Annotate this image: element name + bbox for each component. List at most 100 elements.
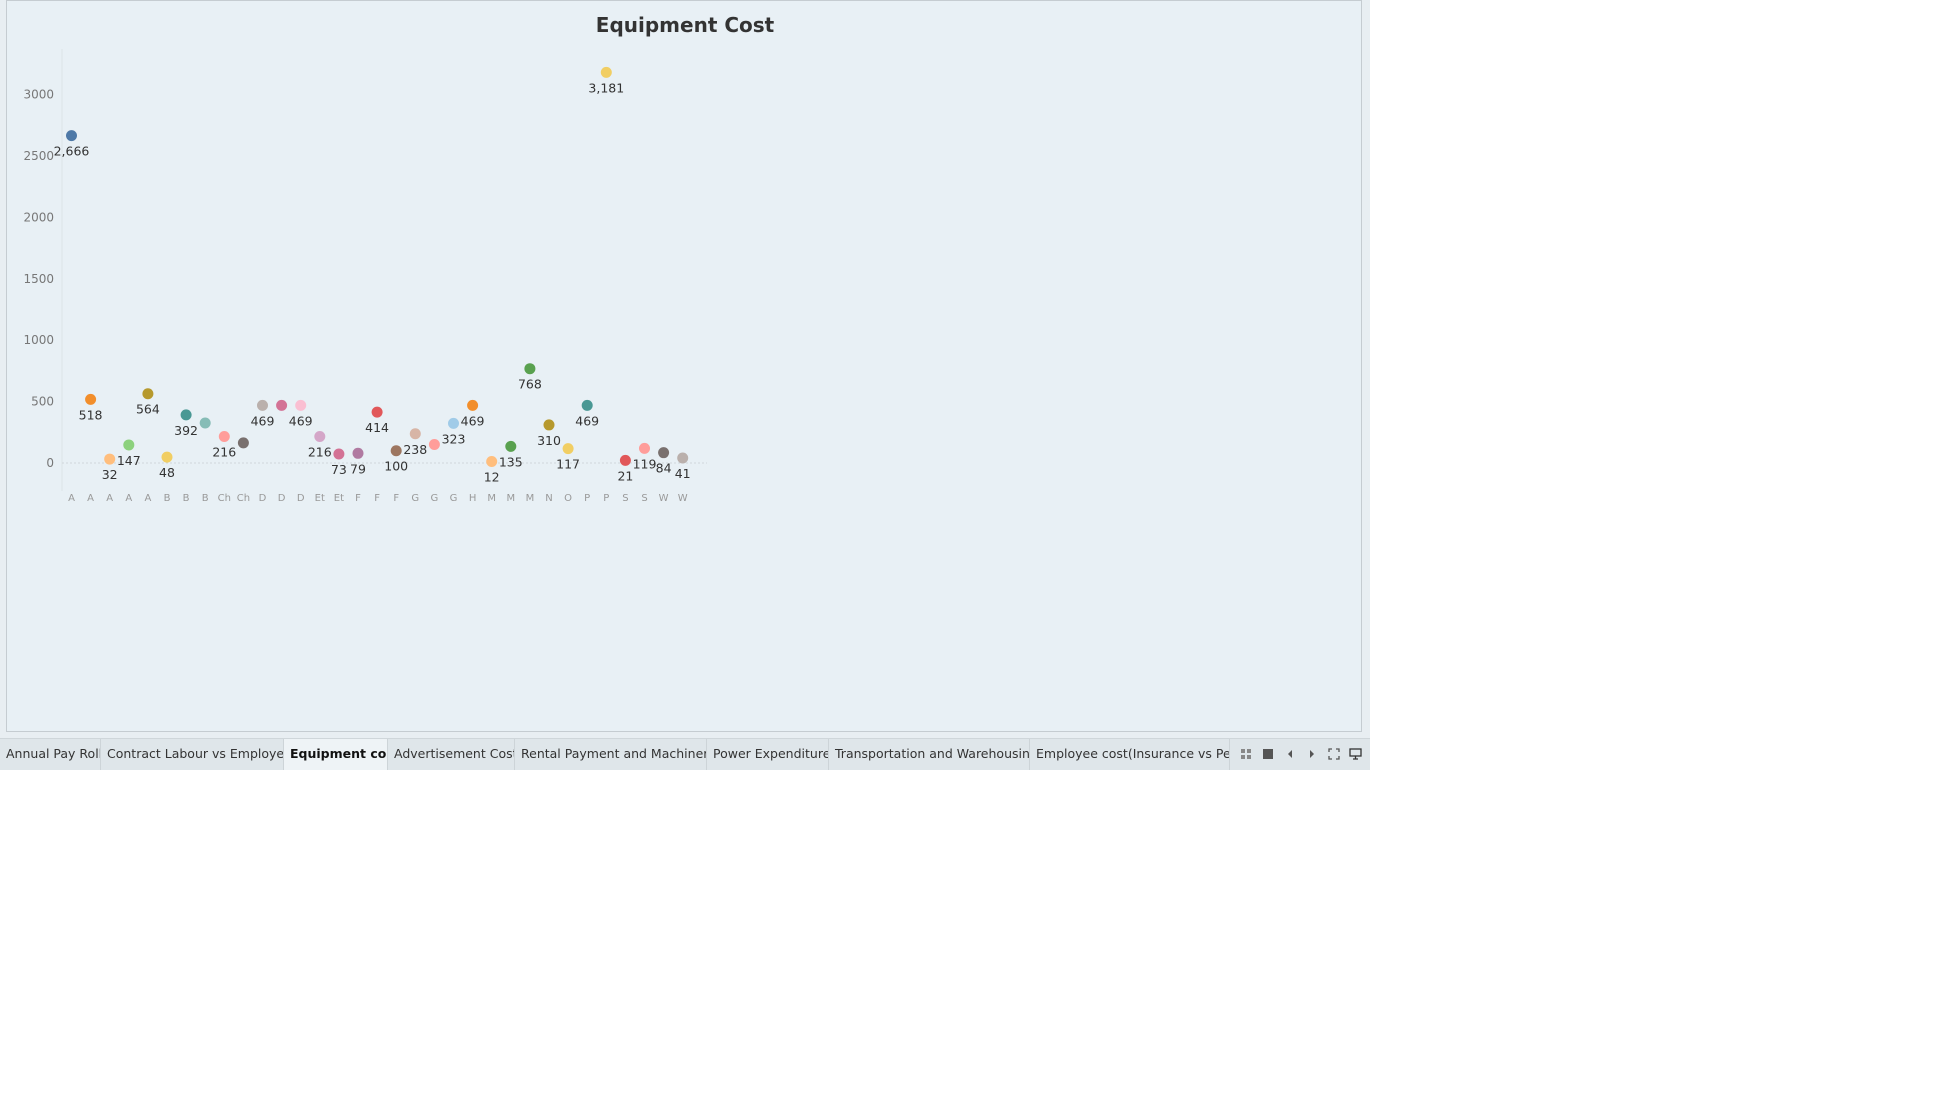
y-axis-ticks: 0 500 1000 1500 2000 2500 3000	[23, 88, 54, 470]
data-point[interactable]	[180, 409, 192, 421]
chart-canvas[interactable]: Equipment Cost 050010001500200025003000 …	[7, 1, 1361, 731]
x-tick-label: M	[487, 493, 496, 504]
data-point[interactable]	[333, 448, 345, 460]
data-label: 48	[159, 465, 175, 480]
x-tick-label: Et	[334, 493, 344, 504]
tab-contract-labour-vs-employee[interactable]: Contract Labour vs Employee	[101, 739, 284, 770]
x-tick-label: D	[297, 493, 305, 504]
x-tick-label: D	[259, 493, 267, 504]
x-tick-label: S	[622, 493, 628, 504]
data-label: 469	[289, 413, 313, 428]
prev-sheet-icon[interactable]	[1281, 745, 1299, 763]
data-point[interactable]	[409, 428, 421, 440]
data-point[interactable]	[486, 456, 498, 468]
data-label: 117	[556, 457, 580, 472]
x-tick-label: Ch	[237, 493, 250, 504]
data-label: 79	[350, 461, 366, 476]
data-point[interactable]	[543, 419, 555, 431]
data-point[interactable]	[390, 445, 402, 457]
data-point[interactable]	[257, 399, 268, 411]
data-label: 41	[675, 466, 691, 481]
x-tick-label: W	[678, 493, 688, 504]
chart-sheet: Equipment Cost 0 500 1000 1500 2000 2500 3000 …	[6, 0, 1362, 732]
data-label: 84	[656, 461, 672, 476]
data-point[interactable]	[371, 406, 383, 418]
data-point[interactable]	[295, 399, 307, 411]
data-point[interactable]	[581, 399, 593, 411]
dashboard: Equipment Cost 0 500 1000 1500 2000 2500 3000 …	[0, 0, 1370, 770]
data-label: 216	[212, 444, 236, 459]
data-label: 392	[174, 423, 198, 438]
data-label: 469	[251, 413, 275, 428]
data-point[interactable]	[276, 399, 288, 411]
data-point[interactable]	[524, 363, 536, 375]
tab-power-expenditure[interactable]: Power Expenditure	[707, 739, 829, 770]
data-point[interactable]	[161, 451, 173, 463]
data-label: 564	[136, 402, 160, 417]
data-point[interactable]	[448, 417, 459, 429]
data-label: 21	[617, 468, 633, 483]
data-point[interactable]	[104, 453, 116, 465]
data-point[interactable]	[467, 399, 479, 411]
data-point[interactable]	[218, 430, 230, 442]
data-point[interactable]	[505, 440, 517, 452]
data-label: 768	[518, 377, 542, 392]
tab-advertisement-cost[interactable]: Advertisement Cost	[388, 739, 515, 770]
tab-transportation-and-warehousing[interactable]: Transportation and Warehousing	[829, 739, 1030, 770]
x-tick-label: M	[506, 493, 515, 504]
x-tick-label: G	[431, 493, 439, 504]
x-tick-label: F	[355, 493, 361, 504]
x-tick-label: A	[144, 493, 151, 504]
data-label: 12	[484, 470, 500, 485]
x-tick-label: Ch	[218, 493, 231, 504]
x-tick-label: F	[374, 493, 380, 504]
tab-rental-payment-and-machinery[interactable]: Rental Payment and Machinery	[515, 739, 707, 770]
fullscreen-icon[interactable]	[1325, 745, 1343, 763]
x-tick-label: O	[564, 493, 572, 504]
y-tick-label: 0	[46, 456, 54, 470]
x-tick-label: F	[393, 493, 399, 504]
data-label: 100	[384, 459, 408, 474]
filmstrip-icon[interactable]	[1259, 745, 1277, 763]
x-tick-label: H	[469, 493, 477, 504]
x-tick-label: S	[641, 493, 647, 504]
data-point[interactable]	[314, 430, 326, 442]
data-label: 119	[633, 456, 657, 471]
data-point[interactable]	[639, 442, 650, 454]
data-point[interactable]	[352, 447, 364, 459]
x-tick-label: B	[164, 493, 171, 504]
x-tick-label: B	[202, 493, 209, 504]
grid-view-icon[interactable]	[1237, 745, 1255, 763]
data-label: 135	[499, 454, 523, 469]
data-point[interactable]	[562, 443, 574, 455]
data-point[interactable]	[85, 393, 97, 405]
x-tick-label: M	[526, 493, 535, 504]
data-point[interactable]	[237, 437, 249, 449]
next-sheet-icon[interactable]	[1303, 745, 1321, 763]
data-point[interactable]	[199, 417, 211, 429]
x-tick-label: D	[278, 493, 286, 504]
x-tick-label: A	[125, 493, 132, 504]
data-label: 323	[442, 431, 466, 446]
y-tick-label: 2000	[23, 210, 54, 224]
present-icon[interactable]	[1346, 745, 1364, 763]
data-point[interactable]	[123, 439, 135, 451]
data-point[interactable]	[142, 388, 154, 400]
data-label: 3,181	[588, 80, 624, 95]
data-point[interactable]	[66, 130, 77, 142]
x-tick-label: Et	[315, 493, 325, 504]
x-tick-label: G	[411, 493, 419, 504]
data-point[interactable]	[428, 438, 440, 450]
data-point[interactable]	[658, 447, 670, 459]
data-point[interactable]	[677, 452, 689, 464]
y-tick-label: 2500	[23, 149, 54, 163]
tab-annual-pay-roll[interactable]: Annual Pay Roll	[0, 739, 101, 770]
data-point[interactable]	[600, 66, 612, 78]
tab-employee-cost[interactable]: Employee cost(Insurance vs Pe...	[1030, 739, 1230, 770]
x-tick-label: P	[584, 493, 590, 504]
data-point[interactable]	[619, 454, 631, 466]
x-tick-label: A	[87, 493, 94, 504]
data-label: 73	[331, 462, 347, 477]
tab-equipment-cost[interactable]: Equipment cost	[284, 739, 388, 770]
